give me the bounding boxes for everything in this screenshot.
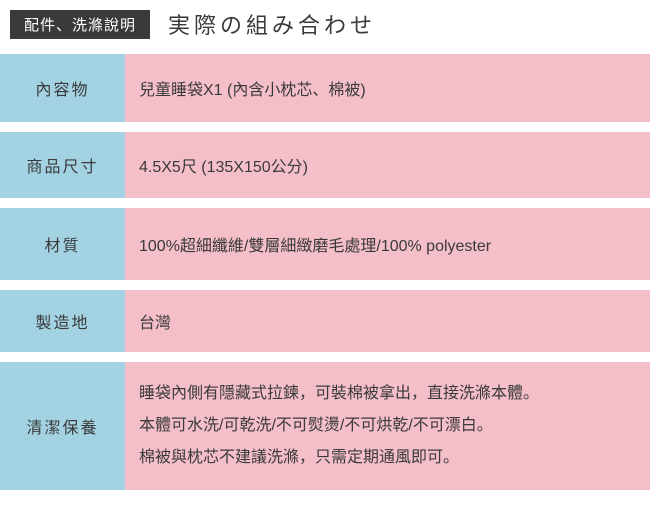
row-label: 清潔保養 — [0, 362, 125, 490]
row-label: 製造地 — [0, 290, 125, 352]
row-value: 台灣 — [125, 290, 650, 352]
row-label: 內容物 — [0, 54, 125, 122]
row-value: 4.5X5尺 (135X150公分) — [125, 132, 650, 198]
table-row: 清潔保養 睡袋內側有隱藏式拉鍊，可裝棉被拿出，直接洗滌本體。 本體可水洗/可乾洗… — [0, 362, 650, 490]
header: 配件、洗滌說明 実際の組み合わせ — [0, 0, 650, 54]
row-value: 睡袋內側有隱藏式拉鍊，可裝棉被拿出，直接洗滌本體。 本體可水洗/可乾洗/不可熨燙… — [125, 362, 650, 490]
row-label: 商品尺寸 — [0, 132, 125, 198]
care-line: 睡袋內側有隱藏式拉鍊，可裝棉被拿出，直接洗滌本體。 — [139, 385, 539, 402]
care-line: 棉被與枕芯不建議洗滌，只需定期通風即可。 — [139, 449, 459, 466]
row-label: 材質 — [0, 208, 125, 280]
table-row: 製造地 台灣 — [0, 290, 650, 352]
spec-table: 內容物 兒童睡袋X1 (內含小枕芯、棉被) 商品尺寸 4.5X5尺 (135X1… — [0, 54, 650, 490]
table-row: 商品尺寸 4.5X5尺 (135X150公分) — [0, 132, 650, 198]
care-line: 本體可水洗/可乾洗/不可熨燙/不可烘乾/不可漂白。 — [139, 417, 493, 434]
row-value: 兒童睡袋X1 (內含小枕芯、棉被) — [125, 54, 650, 122]
section-title: 実際の組み合わせ — [168, 8, 376, 40]
row-value: 100%超細纖維/雙層細緻磨毛處理/100% polyester — [125, 208, 650, 280]
table-row: 材質 100%超細纖維/雙層細緻磨毛處理/100% polyester — [0, 208, 650, 280]
care-instructions: 睡袋內側有隱藏式拉鍊，可裝棉被拿出，直接洗滌本體。 本體可水洗/可乾洗/不可熨燙… — [139, 364, 539, 488]
section-badge: 配件、洗滌說明 — [10, 10, 150, 39]
table-row: 內容物 兒童睡袋X1 (內含小枕芯、棉被) — [0, 54, 650, 122]
